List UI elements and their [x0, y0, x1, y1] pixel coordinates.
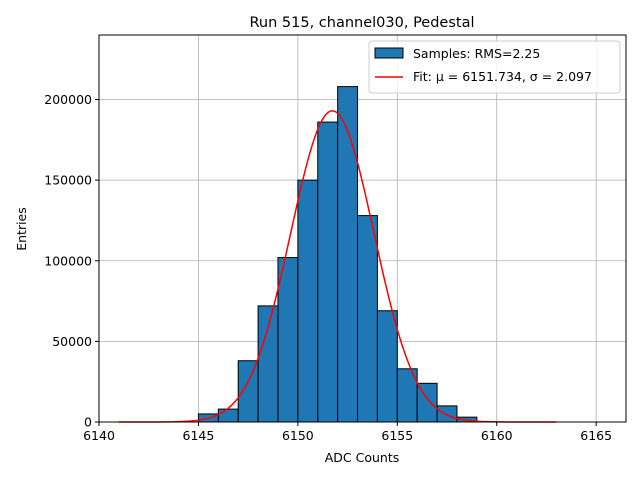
- histogram-bar: [357, 215, 378, 423]
- histogram-bar: [337, 86, 359, 423]
- plot-frame: [98, 34, 627, 423]
- x-tick-label: 6155: [381, 428, 413, 443]
- y-axis-label: Entries: [14, 207, 29, 251]
- x-tick-label: 6140: [83, 428, 115, 443]
- histogram-bars: [197, 86, 478, 423]
- y-tick-label: 200000: [44, 92, 92, 107]
- x-axis-ticks: 6140 6145 6150 6155 6160 6165: [83, 422, 612, 443]
- legend: Samples: RMS=2.25 Fit: μ = 6151.734, σ =…: [368, 40, 621, 94]
- x-tick-label: 6150: [282, 428, 314, 443]
- y-tick-label: 150000: [44, 173, 92, 188]
- x-tick-label: 6165: [580, 428, 612, 443]
- chart-title: Run 515, channel030, Pedestal: [249, 15, 474, 31]
- histogram-bar: [297, 179, 319, 423]
- histogram-bar: [237, 360, 259, 423]
- legend-swatch-samples: [374, 47, 404, 59]
- x-tick-label: 6145: [183, 428, 215, 443]
- histogram-bar: [317, 121, 339, 423]
- legend-label-fit: Fit: μ = 6151.734, σ = 2.097: [413, 69, 592, 84]
- histogram-bar: [277, 257, 299, 423]
- histogram-bar: [376, 310, 398, 423]
- legend-box: [368, 40, 621, 94]
- x-tick-label: 6160: [481, 428, 513, 443]
- histogram-bar: [217, 408, 239, 423]
- y-tick-label: 0: [84, 415, 92, 430]
- legend-label-samples: Samples: RMS=2.25: [413, 46, 540, 61]
- y-tick-label: 100000: [44, 253, 92, 268]
- y-axis-ticks: 0 50000 100000 150000 200000: [44, 92, 99, 430]
- histogram-bar: [436, 405, 458, 423]
- y-tick-label: 50000: [52, 334, 92, 349]
- x-axis-label: ADC Counts: [325, 450, 400, 465]
- histogram-bar: [257, 305, 279, 423]
